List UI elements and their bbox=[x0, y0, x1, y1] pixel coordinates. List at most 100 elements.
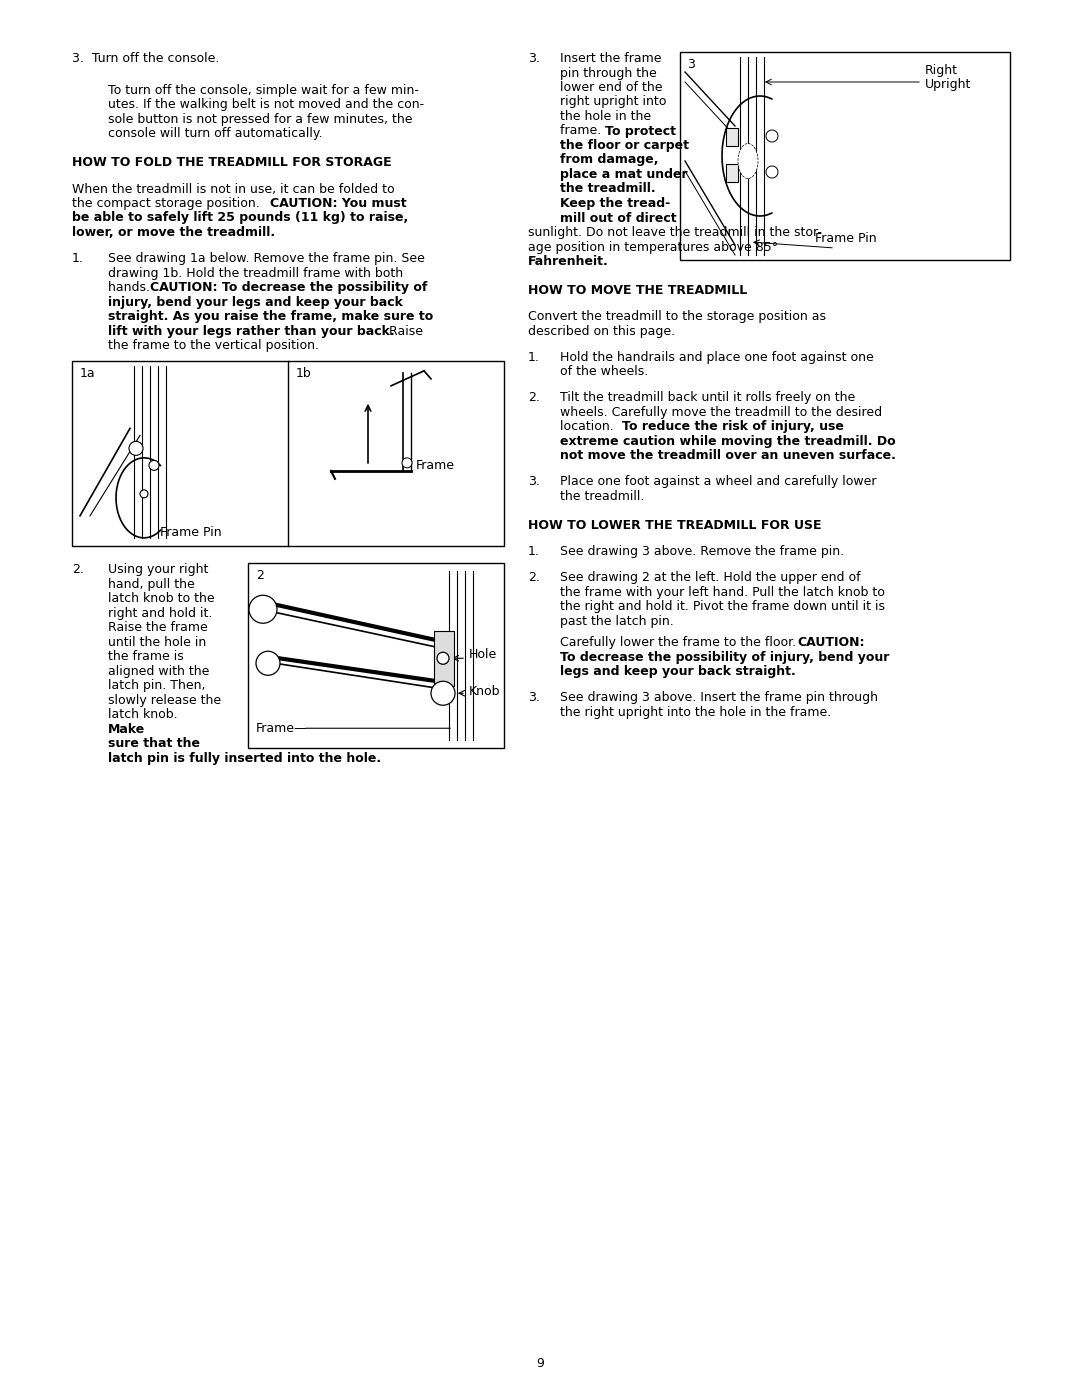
Text: 3.  Turn off the console.: 3. Turn off the console. bbox=[72, 52, 219, 66]
Text: Right: Right bbox=[924, 64, 958, 77]
Text: HOW TO MOVE THE TREADMILL: HOW TO MOVE THE TREADMILL bbox=[528, 284, 747, 298]
Text: Raise: Raise bbox=[384, 324, 423, 338]
Text: extreme caution while moving the treadmill. Do: extreme caution while moving the treadmi… bbox=[561, 434, 895, 448]
Text: console will turn off automatically.: console will turn off automatically. bbox=[108, 127, 323, 141]
Text: See drawing 3 above. Insert the frame pin through: See drawing 3 above. Insert the frame pi… bbox=[561, 692, 878, 704]
Text: Frame Pin: Frame Pin bbox=[815, 232, 877, 244]
Text: sole button is not pressed for a few minutes, the: sole button is not pressed for a few min… bbox=[108, 113, 413, 126]
Text: be able to safely lift 25 pounds (11 kg) to raise,: be able to safely lift 25 pounds (11 kg)… bbox=[72, 211, 408, 225]
Text: Upright: Upright bbox=[924, 78, 971, 91]
Circle shape bbox=[129, 441, 143, 455]
Text: the hole in the: the hole in the bbox=[561, 110, 651, 123]
Text: frame.: frame. bbox=[561, 124, 605, 137]
Text: CAUTION: To decrease the possibility of: CAUTION: To decrease the possibility of bbox=[150, 281, 428, 295]
Text: Make: Make bbox=[108, 722, 145, 736]
Text: HOW TO FOLD THE TREADMILL FOR STORAGE: HOW TO FOLD THE TREADMILL FOR STORAGE bbox=[72, 156, 392, 169]
Text: CAUTION: You must: CAUTION: You must bbox=[270, 197, 407, 210]
Text: Frame: Frame bbox=[416, 458, 455, 472]
Text: Frame—: Frame— bbox=[256, 722, 308, 735]
Text: hand, pull the: hand, pull the bbox=[108, 578, 194, 591]
Text: Hold the handrails and place one foot against one: Hold the handrails and place one foot ag… bbox=[561, 351, 874, 363]
Text: mill out of direct: mill out of direct bbox=[561, 211, 677, 225]
Text: 3: 3 bbox=[687, 59, 694, 71]
Circle shape bbox=[431, 682, 455, 705]
Text: drawing 1b. Hold the treadmill frame with both: drawing 1b. Hold the treadmill frame wit… bbox=[108, 267, 403, 279]
Circle shape bbox=[402, 458, 411, 468]
Text: described on this page.: described on this page. bbox=[528, 324, 675, 338]
Ellipse shape bbox=[738, 144, 758, 179]
Text: wheels. Carefully move the treadmill to the desired: wheels. Carefully move the treadmill to … bbox=[561, 405, 882, 419]
Text: the frame to the vertical position.: the frame to the vertical position. bbox=[108, 339, 319, 352]
Circle shape bbox=[140, 490, 148, 497]
Text: the right upright into the hole in the frame.: the right upright into the hole in the f… bbox=[561, 705, 832, 719]
Text: 2.: 2. bbox=[528, 571, 540, 584]
Text: To protect: To protect bbox=[605, 124, 676, 137]
Text: Convert the treadmill to the storage position as: Convert the treadmill to the storage pos… bbox=[528, 310, 826, 323]
Text: latch knob to the: latch knob to the bbox=[108, 592, 215, 605]
Circle shape bbox=[149, 461, 159, 471]
Bar bbox=[726, 129, 738, 147]
Text: until the hole in: until the hole in bbox=[108, 636, 206, 648]
Text: of the wheels.: of the wheels. bbox=[561, 365, 648, 379]
Text: Hole: Hole bbox=[469, 648, 497, 661]
Text: HOW TO LOWER THE TREADMILL FOR USE: HOW TO LOWER THE TREADMILL FOR USE bbox=[528, 518, 822, 532]
Bar bbox=[72, 360, 504, 546]
Text: Using your right: Using your right bbox=[108, 563, 208, 576]
Text: utes. If the walking belt is not moved and the con-: utes. If the walking belt is not moved a… bbox=[108, 98, 424, 112]
Text: injury, bend your legs and keep your back: injury, bend your legs and keep your bac… bbox=[108, 296, 403, 309]
Text: slowly release the: slowly release the bbox=[108, 694, 221, 707]
Text: the floor or carpet: the floor or carpet bbox=[561, 138, 689, 152]
Text: 1a: 1a bbox=[80, 367, 96, 380]
Text: the frame with your left hand. Pull the latch knob to: the frame with your left hand. Pull the … bbox=[561, 585, 885, 598]
Text: Knob: Knob bbox=[469, 686, 500, 698]
Text: sunlight. Do not leave the treadmill in the stor-: sunlight. Do not leave the treadmill in … bbox=[528, 226, 822, 239]
Text: See drawing 1a below. Remove the frame pin. See: See drawing 1a below. Remove the frame p… bbox=[108, 251, 424, 265]
Text: lift with your legs rather than your back.: lift with your legs rather than your bac… bbox=[108, 324, 394, 338]
Text: the treadmill.: the treadmill. bbox=[561, 490, 645, 503]
Text: 3.: 3. bbox=[528, 475, 540, 489]
Text: the compact storage position.: the compact storage position. bbox=[72, 197, 264, 210]
Text: Frame Pin: Frame Pin bbox=[160, 525, 221, 539]
Text: Keep the tread-: Keep the tread- bbox=[561, 197, 671, 210]
Text: right and hold it.: right and hold it. bbox=[108, 606, 213, 620]
Text: the right and hold it. Pivot the frame down until it is: the right and hold it. Pivot the frame d… bbox=[561, 601, 885, 613]
Circle shape bbox=[766, 130, 778, 142]
Text: 2: 2 bbox=[256, 569, 264, 583]
Text: right upright into: right upright into bbox=[561, 95, 666, 109]
Text: To turn off the console, simple wait for a few min-: To turn off the console, simple wait for… bbox=[108, 84, 419, 96]
Text: location.: location. bbox=[561, 420, 618, 433]
Text: straight. As you raise the frame, make sure to: straight. As you raise the frame, make s… bbox=[108, 310, 433, 323]
Text: not move the treadmill over an uneven surface.: not move the treadmill over an uneven su… bbox=[561, 450, 896, 462]
Text: aligned with the: aligned with the bbox=[108, 665, 210, 678]
Text: CAUTION:: CAUTION: bbox=[797, 637, 864, 650]
Text: 2.: 2. bbox=[528, 391, 540, 404]
Text: the treadmill.: the treadmill. bbox=[561, 183, 656, 196]
Text: 1.: 1. bbox=[528, 351, 540, 363]
Text: lower, or move the treadmill.: lower, or move the treadmill. bbox=[72, 226, 275, 239]
Text: Tilt the treadmill back until it rolls freely on the: Tilt the treadmill back until it rolls f… bbox=[561, 391, 855, 404]
Text: age position in temperatures above 85°: age position in temperatures above 85° bbox=[528, 240, 778, 253]
Text: latch pin. Then,: latch pin. Then, bbox=[108, 679, 205, 693]
Text: pin through the: pin through the bbox=[561, 67, 657, 80]
Text: 2.: 2. bbox=[72, 563, 84, 576]
Text: from damage,: from damage, bbox=[561, 154, 659, 166]
Text: 9: 9 bbox=[536, 1356, 544, 1370]
Text: 3.: 3. bbox=[528, 692, 540, 704]
Bar bbox=[680, 52, 1010, 260]
Text: 1.: 1. bbox=[528, 545, 540, 557]
Bar bbox=[434, 631, 454, 686]
Text: latch knob.: latch knob. bbox=[108, 708, 177, 721]
Bar bbox=[726, 163, 738, 182]
Circle shape bbox=[256, 651, 280, 675]
Text: hands.: hands. bbox=[108, 281, 154, 295]
Text: latch pin is fully inserted into the hole.: latch pin is fully inserted into the hol… bbox=[108, 752, 381, 764]
Text: Carefully lower the frame to the floor.: Carefully lower the frame to the floor. bbox=[561, 637, 800, 650]
Text: To reduce the risk of injury, use: To reduce the risk of injury, use bbox=[622, 420, 843, 433]
Text: Insert the frame: Insert the frame bbox=[561, 52, 661, 66]
Text: past the latch pin.: past the latch pin. bbox=[561, 615, 674, 627]
Text: See drawing 2 at the left. Hold the upper end of: See drawing 2 at the left. Hold the uppe… bbox=[561, 571, 861, 584]
Circle shape bbox=[766, 166, 778, 177]
Text: 1b: 1b bbox=[296, 367, 312, 380]
Text: lower end of the: lower end of the bbox=[561, 81, 662, 94]
Circle shape bbox=[249, 595, 276, 623]
